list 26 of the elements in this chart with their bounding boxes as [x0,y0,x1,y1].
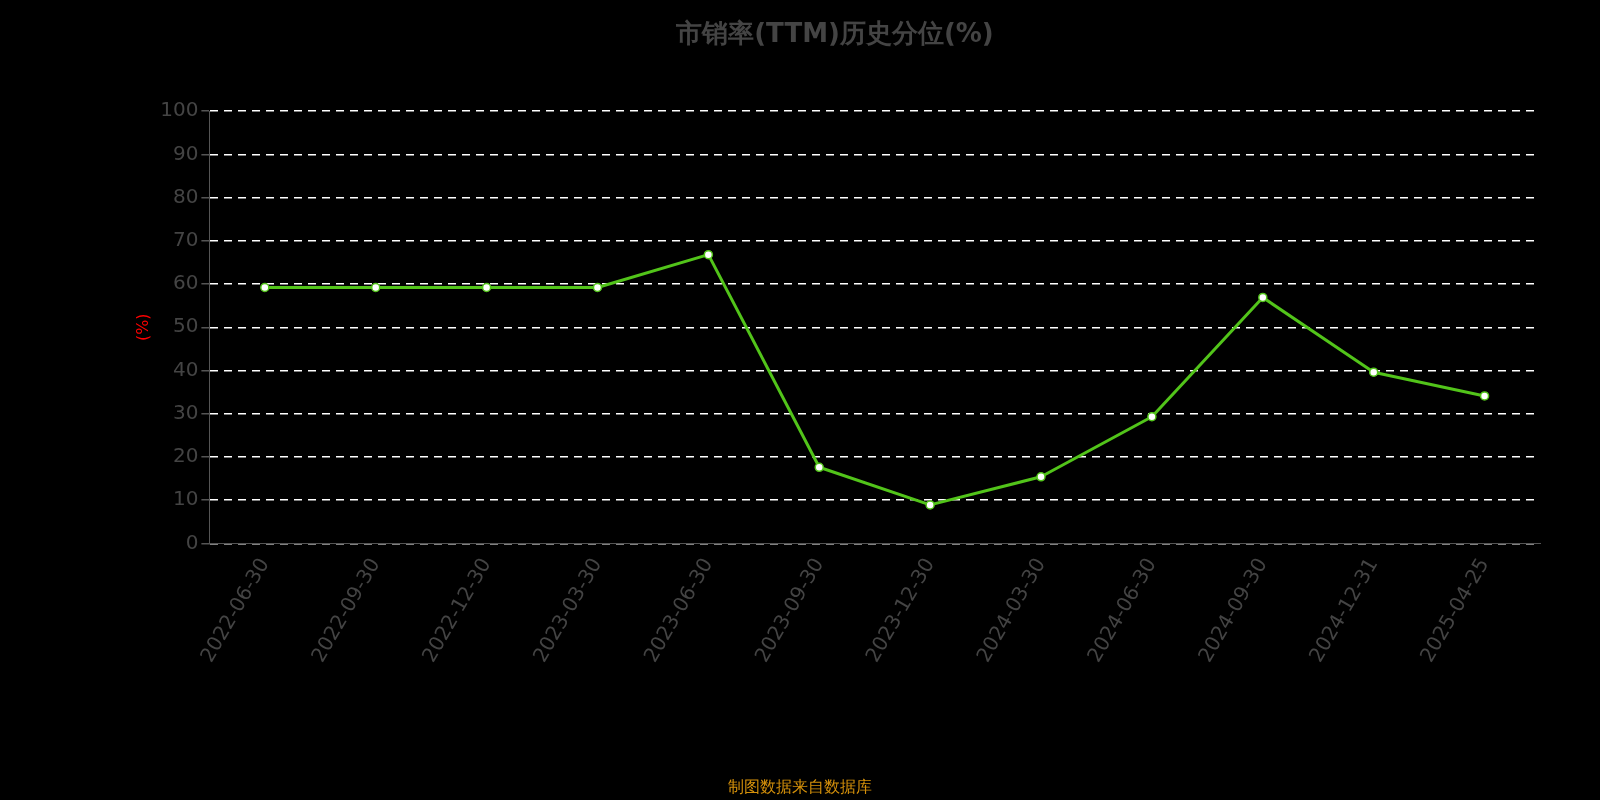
y-tick-label: 30 [172,399,199,424]
y-tick-label: 60 [172,270,199,295]
y-tick-label: 50 [172,313,199,338]
point [1036,472,1046,482]
point [703,249,714,260]
y-tick-label: 10 [172,486,199,511]
point [592,282,603,293]
point [260,282,270,293]
point [481,282,492,293]
y-tick-label: 40 [172,356,199,381]
point [1147,411,1157,422]
y-tick-label: 90 [172,140,199,165]
y-tick-label: 70 [172,227,199,252]
y-tick-label: 80 [172,183,199,208]
point [1479,391,1490,401]
point [814,462,824,473]
chart-title: 市销率(TTM)历史分位(%) [675,18,994,49]
text: 制图数据来自数据库 [728,777,872,797]
point [370,282,381,293]
point [1368,367,1379,377]
y-tick-label: 100 [160,97,199,122]
y-axis-title: (%) [132,313,152,342]
point [925,500,935,510]
point [1258,292,1268,303]
y-tick-label: 20 [172,443,199,468]
y-tick-label: 0 [185,529,199,554]
